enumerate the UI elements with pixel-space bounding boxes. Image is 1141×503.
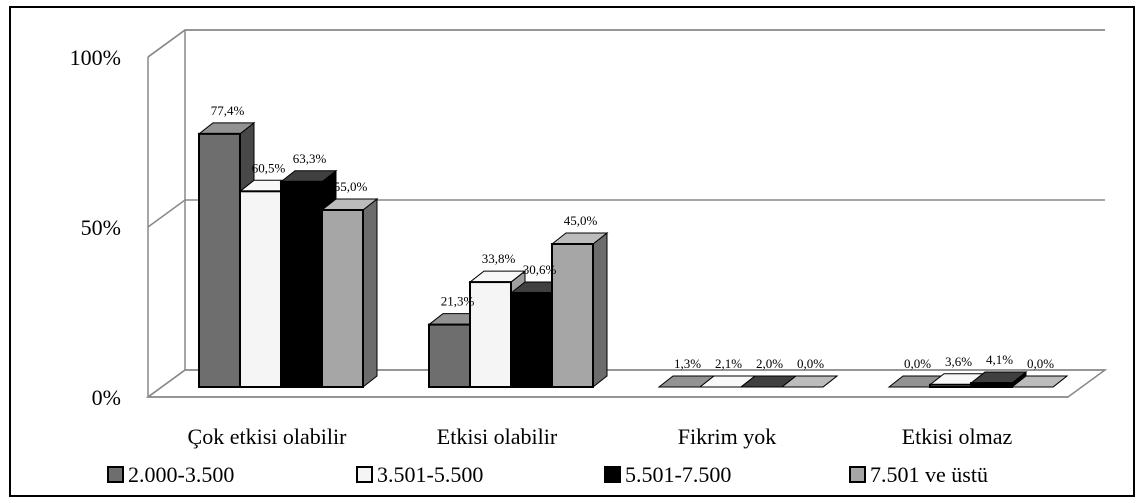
x-category-label: Etkisi olmaz [902, 424, 1013, 449]
bar-4-2 [550, 231, 609, 389]
data-label: 0,0% [1027, 356, 1054, 371]
bar-front-face [510, 291, 553, 388]
data-label: 63,3% [293, 151, 327, 166]
bar-side-face [362, 197, 378, 389]
y-tick-label: 100% [70, 45, 121, 70]
bar-front-face [198, 132, 241, 388]
bar-front-face [321, 209, 364, 388]
data-label: 60,5% [252, 160, 286, 175]
data-label: 2,0% [756, 356, 783, 371]
data-label: 2,1% [715, 356, 742, 371]
legend-swatch [356, 466, 373, 483]
legend-label: 3.501-5.500 [377, 462, 483, 487]
bar-top-face [1010, 375, 1069, 388]
data-label: 4,1% [986, 352, 1013, 367]
legend-swatch [107, 466, 124, 483]
bar-front-face [239, 190, 282, 388]
gridline [147, 29, 1105, 58]
bar-4-1 [320, 197, 379, 389]
bar-front-face [970, 382, 1013, 388]
bar-3-4 [969, 371, 1028, 389]
legend-swatch [604, 466, 621, 483]
bar-front-face [280, 180, 323, 388]
bar-front-face [469, 281, 512, 388]
data-label: 77,4% [211, 103, 245, 118]
bar-top-face [780, 375, 839, 388]
x-category-label: Etkisi olabilir [437, 424, 558, 449]
data-label: 0,0% [904, 356, 931, 371]
bar-front-face [551, 243, 594, 388]
data-label: 45,0% [564, 213, 598, 228]
legend-label: 7.501 ve üstü [870, 462, 988, 487]
legend-label: 2.000-3.500 [128, 462, 234, 487]
bar-side-face [592, 231, 608, 389]
data-label: 33,8% [482, 251, 516, 266]
bar-front-face [929, 383, 972, 389]
bar-4-3 [780, 375, 839, 388]
y-tick-label: 0% [92, 385, 121, 410]
data-label: 21,3% [441, 294, 475, 309]
y-tick-label: 50% [81, 215, 121, 240]
gridline [147, 199, 1105, 228]
bar-front-face [428, 323, 471, 388]
legend-swatch [849, 466, 866, 483]
bar-4-4 [1010, 375, 1069, 388]
back-wall-top-edge [147, 29, 1105, 58]
data-label: 1,3% [674, 356, 701, 371]
data-label: 3,6% [945, 354, 972, 369]
gridline [147, 369, 1105, 398]
data-label: 0,0% [797, 356, 824, 371]
x-category-label: Çok etkisi olabilir [188, 424, 348, 449]
data-label: 30,6% [523, 262, 557, 277]
legend-label: 5.501-7.500 [625, 462, 731, 487]
data-label: 55,0% [334, 179, 368, 194]
x-category-label: Fikrim yok [678, 424, 776, 449]
